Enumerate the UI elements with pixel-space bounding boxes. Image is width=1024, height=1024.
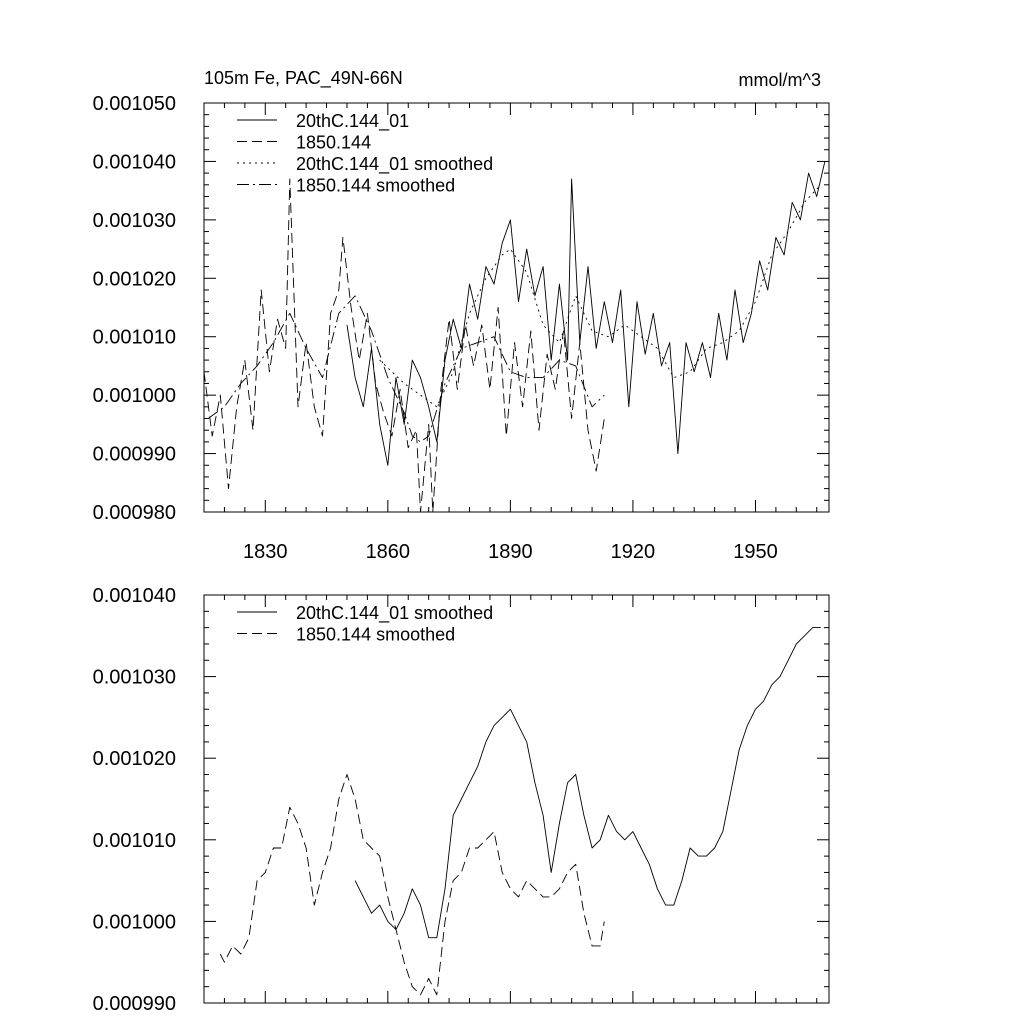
y-tick-label: 0.001040 (93, 151, 176, 173)
x-tick-label: 1890 (488, 541, 533, 563)
series-line (219, 774, 605, 996)
y-tick-label: 0.000990 (93, 993, 176, 1015)
y-tick-label: 0.001020 (93, 268, 176, 290)
plot-frame (203, 102, 830, 513)
series-line (354, 627, 821, 939)
series-line (204, 178, 605, 512)
y-tick-label: 0.001010 (93, 327, 176, 349)
series-line (207, 295, 605, 443)
y-tick-label: 0.001050 (93, 93, 176, 115)
y-tick-label: 0.001040 (93, 585, 176, 607)
legend-label: 20thC.144_01 smoothed (296, 603, 493, 624)
chart-title: 105m Fe, PAC_49N-66N (204, 68, 403, 89)
legend-label: 1850.144 (296, 133, 371, 153)
y-tick-label: 0.001030 (93, 667, 176, 689)
series-line (379, 184, 822, 408)
y-tick-label: 0.001000 (93, 385, 176, 407)
y-tick-label: 0.000980 (93, 502, 176, 524)
legend-label: 1850.144 smoothed (296, 625, 455, 645)
plot-frame (203, 594, 830, 1004)
y-tick-label: 0.000990 (93, 444, 176, 466)
x-tick-label: 1920 (611, 541, 656, 563)
x-tick-label: 1950 (733, 541, 778, 563)
chart-panel-1: 1830 1860 1890 1920 1950 0.000980 0.000990 0.00… (93, 68, 830, 563)
y-tick-label: 0.001000 (93, 911, 176, 933)
units-label: mmol/m^3 (739, 70, 821, 90)
legend-label: 20thC.144_01 (296, 111, 409, 132)
x-tick-label: 1860 (366, 541, 411, 563)
legend-label: 20thC.144_01 smoothed (296, 154, 493, 175)
y-tick-label: 0.001020 (93, 748, 176, 770)
series-line (346, 161, 826, 466)
x-tick-label: 1830 (243, 541, 288, 563)
chart-panel-2: 0.000990 0.001000 0.001010 0.001020 0.001030… (93, 585, 830, 1015)
y-tick-label: 0.001030 (93, 210, 176, 232)
y-tick-label: 0.001010 (93, 830, 176, 852)
legend-label: 1850.144 smoothed (296, 176, 455, 196)
